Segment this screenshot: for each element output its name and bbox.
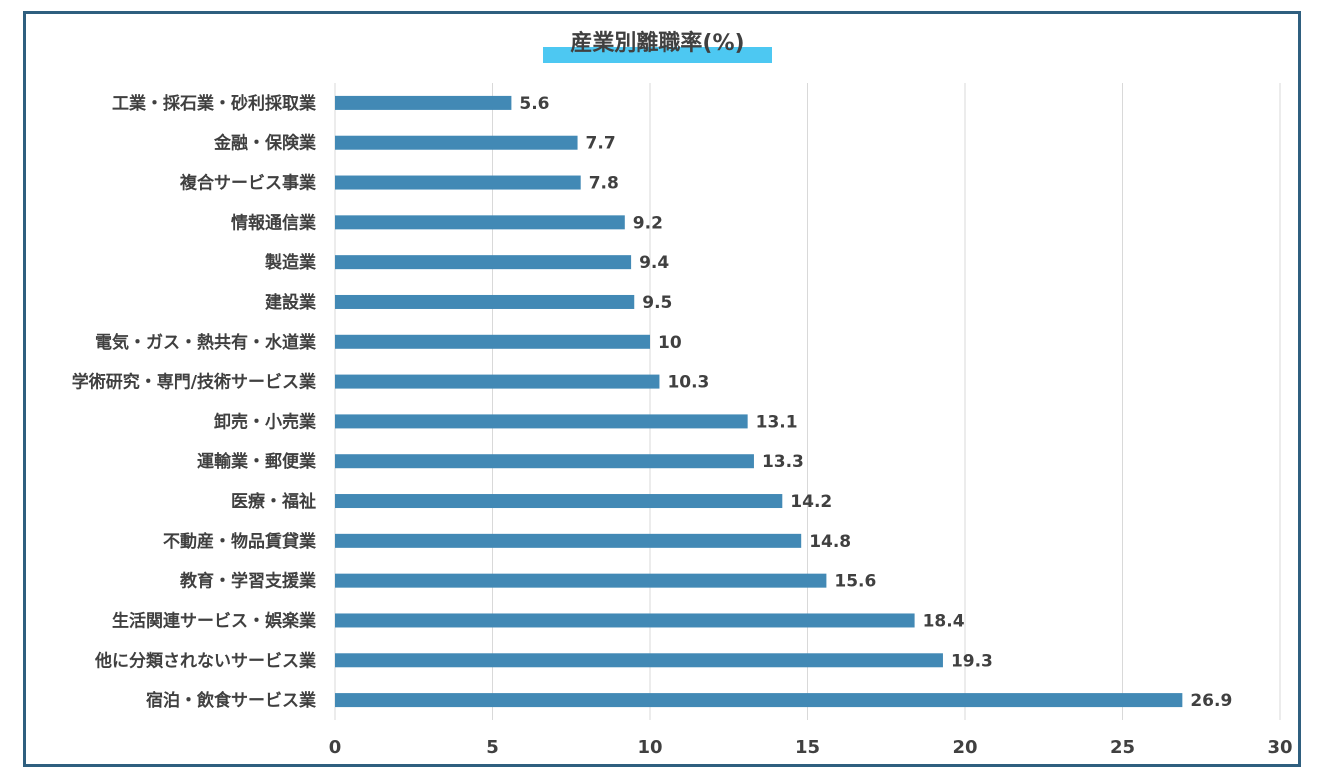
bar	[335, 135, 578, 150]
category-label: 工業・採石業・砂利採取業	[112, 93, 316, 114]
value-label: 10.3	[667, 373, 709, 393]
bar	[335, 334, 650, 349]
value-label: 14.2	[790, 492, 832, 512]
bar	[335, 374, 660, 389]
value-label: 18.4	[923, 611, 965, 631]
category-label: 製造業	[264, 252, 316, 273]
x-tick-label: 10	[637, 737, 662, 758]
x-tick-label: 30	[1267, 737, 1292, 758]
bar	[335, 95, 512, 110]
category-label: 宿泊・飲食サービス業	[146, 690, 316, 711]
value-label: 5.6	[519, 94, 549, 114]
category-label: 情報通信業	[231, 212, 316, 233]
value-label: 13.3	[762, 452, 804, 472]
value-label: 19.3	[951, 651, 993, 671]
value-label: 9.2	[633, 213, 663, 233]
value-label: 13.1	[756, 412, 798, 432]
category-label: 医療・福祉	[231, 491, 316, 512]
value-label: 7.8	[589, 174, 619, 194]
bar	[335, 533, 802, 548]
category-label: 電気・ガス・熱共有・水道業	[95, 332, 316, 353]
bar	[335, 693, 1183, 708]
bar	[335, 494, 783, 509]
bar	[335, 414, 748, 429]
bars	[335, 95, 1183, 708]
bar	[335, 175, 581, 190]
bar	[335, 255, 632, 270]
category-label: 教育・学習支援業	[179, 571, 316, 592]
chart-title: 産業別離職率(%)	[570, 31, 745, 56]
category-label: 卸売・小売業	[214, 411, 316, 432]
x-tick-label: 25	[1110, 737, 1135, 758]
category-label: 金融・保険業	[213, 133, 316, 154]
x-tick-label: 5	[486, 737, 499, 758]
value-label: 7.7	[586, 134, 616, 154]
category-label: 複合サービス事業	[179, 173, 316, 194]
x-tick-label: 20	[952, 737, 977, 758]
chart-frame	[23, 11, 1301, 767]
value-labels: 5.6 7.7 7.8 9.2 9.4 9.5 10 10.3 13.1 13.3 14.2 14.8…	[519, 94, 1232, 711]
x-tick-labels: 0 5 10 15 20 25 30	[329, 737, 1293, 758]
value-label: 15.6	[834, 572, 876, 592]
bar	[335, 653, 943, 668]
x-tick-label: 0	[329, 737, 342, 758]
category-label: 不動産・物品賃貸業	[163, 531, 316, 552]
bar	[335, 294, 635, 309]
value-label: 14.8	[809, 532, 851, 552]
x-tick-label: 15	[795, 737, 820, 758]
category-label: 運輸業・郵便業	[197, 451, 316, 472]
category-label: 学術研究・専門/技術サービス業	[72, 372, 316, 393]
value-label: 10	[658, 333, 682, 353]
bar	[335, 613, 915, 628]
bar	[335, 573, 827, 588]
bar	[335, 215, 625, 230]
category-label: 他に分類されないサービス業	[94, 650, 316, 671]
value-label: 9.4	[639, 253, 669, 273]
category-label: 生活関連サービス・娯楽業	[112, 610, 316, 631]
category-label: 建設業	[265, 292, 316, 313]
value-label: 9.5	[642, 293, 672, 313]
title-highlight	[543, 47, 772, 63]
bar	[335, 454, 754, 469]
value-label: 26.9	[1190, 691, 1232, 711]
category-labels: 工業・採石業・砂利採取業金融・保険業複合サービス事業情報通信業製造業建設業電気・…	[72, 93, 316, 711]
